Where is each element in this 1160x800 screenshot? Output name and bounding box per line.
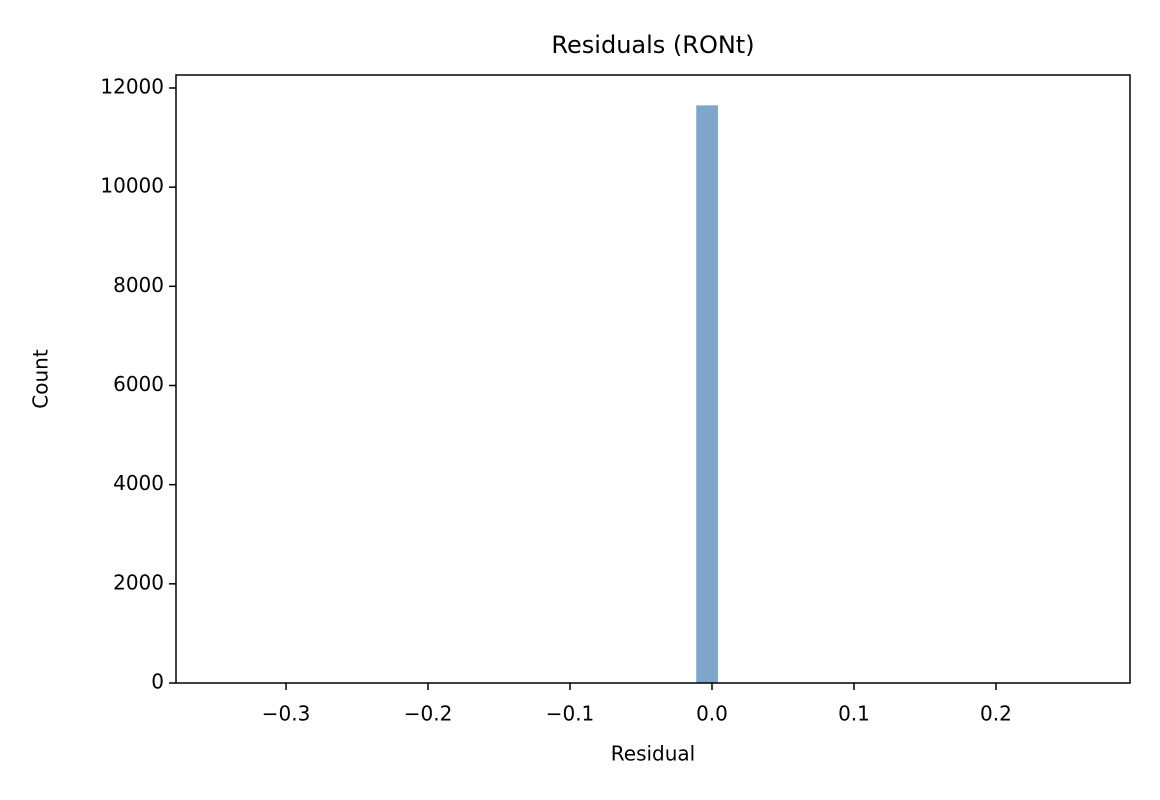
y-tick-label: 10000 bbox=[100, 174, 164, 198]
bar bbox=[696, 105, 718, 683]
y-tick-label: 8000 bbox=[113, 273, 164, 297]
y-axis-label: Count bbox=[29, 349, 53, 409]
y-tick-label: 0 bbox=[151, 670, 164, 694]
x-tick-label: −0.3 bbox=[262, 702, 311, 726]
x-tick-label: 0.0 bbox=[696, 702, 728, 726]
y-tick-label: 4000 bbox=[113, 471, 164, 495]
chart-title: Residuals (RONt) bbox=[551, 31, 754, 59]
x-tick-label: −0.2 bbox=[404, 702, 453, 726]
plot-frame bbox=[175, 74, 1131, 684]
x-tick-label: −0.1 bbox=[546, 702, 595, 726]
x-axis-label: Residual bbox=[611, 742, 695, 766]
y-tick-label: 6000 bbox=[113, 372, 164, 396]
y-tick-label: 2000 bbox=[113, 570, 164, 594]
x-tick-label: 0.1 bbox=[838, 702, 870, 726]
x-tick-label: 0.2 bbox=[980, 702, 1012, 726]
y-tick-label: 12000 bbox=[100, 74, 164, 98]
